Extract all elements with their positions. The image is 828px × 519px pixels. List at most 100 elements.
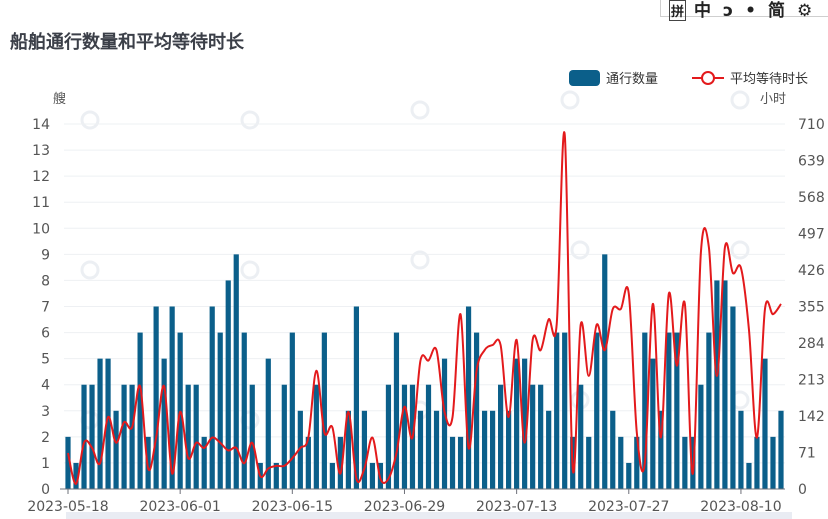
bar-17 [201, 436, 207, 489]
bar-2 [81, 384, 87, 489]
bar-46 [433, 410, 440, 489]
ime-moon-icon[interactable]: ɔ [723, 1, 734, 21]
bar-0 [65, 436, 71, 489]
x-tick-label-4: 2023-07-13 [476, 499, 557, 515]
bar-86 [754, 436, 760, 489]
bar-18 [209, 306, 215, 489]
bar-35 [345, 410, 351, 489]
bar-58 [530, 384, 536, 489]
bar-64 [578, 384, 584, 489]
bar-65 [586, 436, 592, 489]
bar-33 [329, 462, 335, 489]
bar-70 [626, 462, 632, 489]
ime-simplified-icon[interactable]: 简 [767, 1, 785, 21]
bar-77 [682, 436, 688, 489]
bar-20 [225, 280, 231, 489]
watermark-logo-6 [240, 260, 260, 280]
bar-74 [658, 410, 664, 489]
right-tick-label-4: 284 [798, 336, 825, 352]
bar-30 [305, 436, 311, 489]
bar-81 [714, 280, 720, 489]
left-tick-label-7: 7 [41, 300, 50, 316]
axes: 0123456789101112131407114221328435542649… [27, 117, 824, 515]
bar-11 [153, 306, 159, 489]
left-tick-label-12: 12 [32, 169, 50, 185]
x-tick-label-3: 2023-06-29 [364, 499, 445, 515]
watermark-logo-0 [80, 110, 100, 130]
bar-60 [546, 410, 552, 489]
bar-21 [233, 254, 239, 489]
bar-6 [113, 410, 119, 489]
bar-29 [297, 410, 303, 489]
bar-50 [465, 306, 472, 489]
bar-53 [489, 410, 496, 489]
bar-83 [730, 306, 736, 489]
watermark-logo-5 [80, 260, 100, 280]
legend-line-label[interactable]: 平均等待时长 [730, 71, 808, 87]
legend-line-marker[interactable] [701, 71, 715, 85]
left-tick-label-2: 2 [41, 430, 50, 446]
bar-88 [770, 436, 776, 489]
bar-75 [666, 332, 672, 489]
legend-bar-swatch[interactable] [569, 70, 600, 86]
bar-59 [538, 384, 544, 489]
right-tick-label-9: 639 [798, 154, 825, 170]
bar-14 [177, 332, 183, 489]
bar-32 [321, 332, 327, 489]
x-tick-label-0: 2023-05-18 [27, 499, 108, 515]
bar-87 [762, 358, 768, 489]
left-tick-label-13: 13 [32, 143, 50, 159]
ime-chinese-mode-icon[interactable]: 中 [694, 1, 712, 21]
bar-22 [241, 332, 247, 489]
ime-settings-icon[interactable]: ⚙ [796, 1, 813, 21]
bar-52 [481, 410, 488, 489]
x-tick-label-5: 2023-07-27 [588, 499, 669, 515]
bar-71 [634, 436, 640, 489]
watermark-logo-4 [730, 90, 750, 110]
bar-47 [441, 358, 448, 489]
left-tick-label-11: 11 [32, 195, 50, 211]
ime-pinyin-icon[interactable]: 拼 [669, 0, 687, 21]
bar-19 [217, 332, 223, 489]
right-tick-label-10: 710 [798, 117, 825, 133]
bar-82 [722, 280, 728, 489]
right-tick-label-2: 142 [798, 409, 825, 425]
x-tick-label-1: 2023-06-01 [139, 499, 220, 515]
bar-76 [674, 332, 680, 489]
bar-9 [137, 332, 143, 489]
bar-51 [473, 332, 480, 489]
bar-67 [602, 254, 608, 489]
left-tick-label-10: 10 [32, 221, 50, 237]
bar-69 [618, 436, 624, 489]
left-tick-label-14: 14 [32, 117, 50, 133]
watermark-logo-1 [240, 110, 260, 130]
ime-punctuation-icon[interactable]: • [745, 1, 756, 21]
bar-16 [193, 384, 199, 489]
watermark-logo-9 [730, 240, 750, 260]
horizontal-scrollbar[interactable] [66, 512, 792, 519]
input-method-toolbar[interactable]: 拼中 ɔ • 简 ⚙ [660, 0, 828, 21]
bar-38 [369, 462, 376, 489]
right-tick-label-3: 213 [798, 373, 825, 389]
bar-1 [73, 462, 79, 489]
bar-25 [265, 358, 271, 489]
bar-40 [385, 384, 392, 489]
bar-54 [498, 384, 504, 489]
legend-bar-label[interactable]: 通行数量 [606, 72, 658, 87]
x-tick-label-2: 2023-06-15 [252, 499, 333, 515]
watermark-logo-3 [560, 90, 580, 110]
bar-series [65, 254, 784, 489]
bar-3 [89, 384, 95, 489]
bar-89 [778, 410, 784, 489]
bar-42 [401, 384, 408, 489]
legend[interactable]: 通行数量 平均等待时长 [569, 70, 808, 87]
bar-84 [738, 410, 744, 489]
x-tick-label-6: 2023-08-10 [700, 499, 781, 515]
bar-85 [746, 462, 752, 489]
bar-62 [562, 332, 568, 489]
bar-37 [361, 410, 368, 489]
left-tick-label-8: 8 [41, 273, 50, 289]
right-tick-label-8: 568 [798, 190, 825, 206]
